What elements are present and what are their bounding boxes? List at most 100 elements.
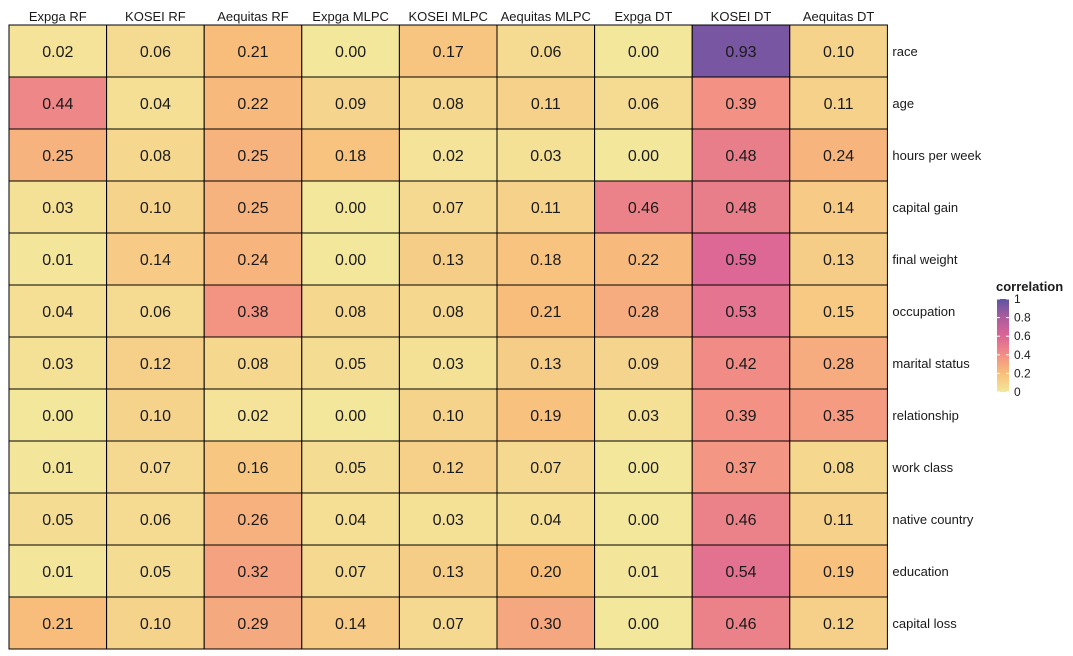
- cell-value-label: 0.06: [530, 44, 561, 61]
- cell-value-label: 0.10: [433, 408, 464, 425]
- cell-value-label: 0.07: [433, 200, 464, 217]
- cell-value-label: 0.00: [42, 408, 73, 425]
- cell-value-label: 0.05: [335, 460, 366, 477]
- cell-value-label: 0.00: [628, 460, 659, 477]
- cell-value-label: 0.37: [725, 460, 756, 477]
- row-label: capital loss: [892, 616, 957, 631]
- cell-value-label: 0.14: [335, 616, 366, 633]
- column-label: Aequitas MLPC: [501, 9, 591, 24]
- heatmap-cell: [398, 128, 498, 182]
- legend-tick-label: 0.2: [1014, 366, 1031, 380]
- heatmap-cell: [398, 284, 498, 338]
- heatmap-cell: [106, 440, 205, 494]
- cell-value-label: 0.25: [237, 200, 268, 217]
- cell-value-label: 0.06: [140, 304, 171, 321]
- heatmap-cell: [301, 180, 400, 234]
- cell-value-label: 0.44: [42, 96, 73, 113]
- cell-value-label: 0.02: [237, 408, 268, 425]
- cell-value-label: 0.11: [824, 512, 854, 529]
- heatmap-cell: [398, 336, 498, 390]
- heatmap-cell: [691, 284, 791, 338]
- cell-value-label: 0.08: [237, 356, 268, 373]
- heatmap-cell: [691, 76, 791, 130]
- heatmap-cell: [594, 388, 693, 442]
- cell-value-label: 0.04: [140, 96, 171, 113]
- cell-value-label: 0.04: [335, 512, 366, 529]
- cell-value-label: 0.28: [628, 304, 659, 321]
- cell-value-label: 0.24: [237, 252, 268, 269]
- heatmap-cell: [496, 596, 596, 650]
- row-label: capital gain: [892, 200, 958, 215]
- heatmap-cell: [691, 492, 791, 546]
- cell-value-label: 0.25: [237, 148, 268, 165]
- heatmap-cell: [203, 76, 303, 130]
- heatmap-cell: [301, 232, 400, 286]
- cell-value-label: 0.18: [335, 148, 366, 165]
- cell-value-label: 0.46: [725, 512, 756, 529]
- row-label: work class: [891, 460, 953, 475]
- cell-value-label: 0.46: [725, 616, 756, 633]
- legend-title: correlation: [996, 279, 1063, 294]
- heatmap-cell: [496, 232, 596, 286]
- cell-value-label: 0.11: [824, 96, 854, 113]
- cell-value-label: 0.00: [335, 44, 366, 61]
- cell-value-label: 0.29: [237, 616, 268, 633]
- heatmap-cell: [106, 180, 205, 234]
- cell-value-label: 0.03: [42, 356, 73, 373]
- cell-value-label: 0.28: [823, 356, 854, 373]
- legend-tick-label: 0: [1014, 385, 1021, 399]
- cell-value-label: 0.19: [823, 564, 854, 581]
- heatmap-cell: [8, 24, 108, 78]
- cell-value-label: 0.22: [628, 252, 659, 269]
- cell-value-label: 0.10: [823, 44, 854, 61]
- cell-value-label: 0.00: [628, 44, 659, 61]
- heatmap-cell: [8, 232, 108, 286]
- heatmap-cell: [594, 544, 693, 598]
- column-label: Aequitas RF: [217, 9, 289, 24]
- column-label: KOSEI MLPC: [408, 9, 487, 24]
- cell-value-label: 0.01: [628, 564, 659, 581]
- legend-tick-label: 0.8: [1014, 311, 1031, 325]
- column-labels: Expga RF KOSEI RF Aequitas RF Expga MLPC KOS…: [29, 9, 875, 24]
- heatmap-cell: [594, 76, 693, 130]
- cell-value-label: 0.09: [335, 96, 366, 113]
- row-label: native country: [892, 512, 973, 527]
- cell-value-label: 0.03: [42, 200, 73, 217]
- heatmap-cell: [203, 284, 303, 338]
- cell-value-label: 0.10: [140, 616, 171, 633]
- row-label: race: [892, 44, 917, 59]
- heatmap-cell: [8, 596, 108, 650]
- row-labels: race age hours per week capital gain final w…: [891, 44, 981, 631]
- heatmap-cell: [789, 76, 888, 130]
- cell-value-label: 0.21: [42, 616, 73, 633]
- heatmap-cell: [691, 544, 791, 598]
- heatmap-cell: [691, 24, 791, 78]
- cell-value-label: 0.54: [725, 564, 756, 581]
- heatmap-cell: [398, 596, 498, 650]
- cell-value-label: 0.21: [237, 44, 268, 61]
- cell-value-label: 0.24: [823, 148, 854, 165]
- heatmap-cell: [594, 336, 693, 390]
- heatmap-cell: [301, 388, 400, 442]
- heatmap-cell: [106, 128, 205, 182]
- heatmap-cell: [594, 492, 693, 546]
- cell-value-label: 0.25: [42, 148, 73, 165]
- row-label: occupation: [892, 304, 955, 319]
- heatmap-cell: [496, 544, 596, 598]
- cell-value-label: 0.03: [530, 148, 561, 165]
- heatmap-cell: [8, 180, 108, 234]
- heatmap-cell: [203, 24, 303, 78]
- heatmap-cell: [301, 492, 400, 546]
- cell-value-label: 0.00: [628, 616, 659, 633]
- row-label: hours per week: [892, 148, 981, 163]
- column-label: Expga RF: [29, 9, 87, 24]
- cell-value-label: 0.32: [237, 564, 268, 581]
- cell-value-label: 0.12: [823, 616, 854, 633]
- cell-value-label: 0.19: [530, 408, 561, 425]
- cell-value-label: 0.59: [725, 252, 756, 269]
- heatmap-cell: [301, 596, 400, 650]
- heatmap-cell: [8, 128, 108, 182]
